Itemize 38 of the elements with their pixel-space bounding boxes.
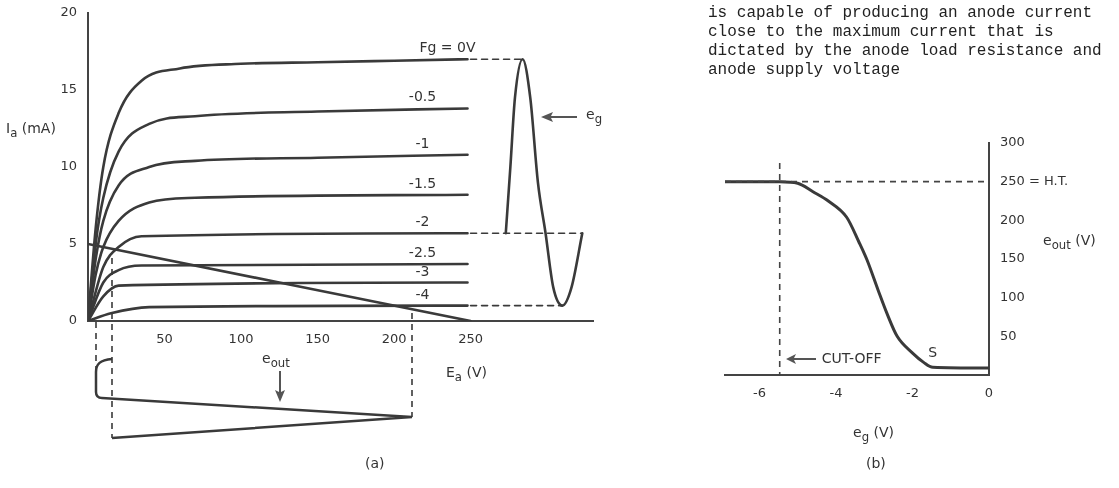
y-tick-label: 20	[60, 4, 77, 20]
series-label: -1.5	[408, 174, 437, 191]
annotation: e$_{g}$	[586, 106, 603, 126]
series-label: Fg = 0V	[419, 39, 476, 56]
x-tick-label: 0	[984, 385, 994, 401]
y-tick-label: 0	[68, 312, 77, 328]
y-tick-label: 200	[1000, 211, 1025, 227]
x-tick-label: 50	[156, 331, 173, 347]
x-tick-label: 150	[305, 331, 330, 347]
annotation: S	[928, 344, 938, 361]
text: (a)	[365, 455, 385, 471]
series-label: -2	[415, 213, 430, 230]
x-tick-label: 250	[458, 331, 483, 347]
x-tick-label: 200	[381, 331, 407, 347]
y-tick-label: 10	[60, 158, 77, 174]
y-tick-label: 100	[1000, 289, 1025, 305]
y-tick-label: 5	[68, 235, 77, 251]
text: (b)	[866, 455, 886, 471]
y-tick-label: 300	[1000, 134, 1025, 150]
x-tick-label: -2	[905, 385, 919, 401]
series-label: -2.5	[408, 244, 437, 261]
ref-line-label: CUT-OFF	[821, 349, 882, 366]
series-label: -4	[415, 285, 430, 302]
y-tick-label: 15	[60, 81, 77, 97]
y-axis-title: e$_{out}$ (V)	[1043, 232, 1096, 252]
text: is capable of producing an anode current close to the maximum current that is dictated by the anode load resistance and anode supply voltage	[708, 4, 1103, 80]
y-tick-label: 250 = H.T.	[1000, 173, 1069, 189]
y-axis-title: I$_{a}$ (mA)	[6, 120, 56, 140]
x-axis-title: E$_{a}$ (V)	[446, 364, 487, 384]
series-label: -1	[415, 134, 430, 151]
series-label: -0.5	[408, 88, 437, 105]
series-label: -3	[415, 262, 430, 279]
y-tick-label: 150	[1000, 250, 1025, 266]
text: e$_{out}$	[262, 350, 290, 370]
x-tick-label: -4	[829, 385, 843, 401]
x-tick-label: -6	[752, 385, 766, 401]
x-tick-label: 100	[228, 331, 254, 347]
x-axis-title: e$_{g}$ (V)	[853, 424, 894, 444]
